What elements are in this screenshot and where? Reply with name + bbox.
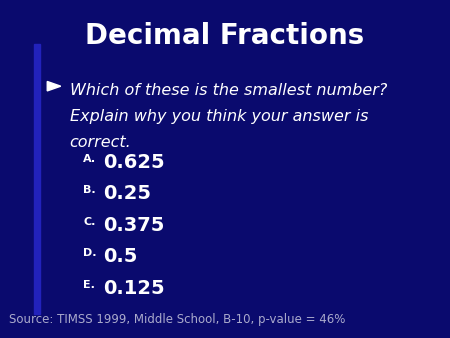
Text: B.: B. bbox=[83, 185, 96, 195]
Text: Source: TIMSS 1999, Middle School, B-10, p-value = 46%: Source: TIMSS 1999, Middle School, B-10,… bbox=[9, 313, 346, 326]
Text: E.: E. bbox=[83, 280, 95, 290]
Bar bbox=[34, 44, 40, 314]
Text: 0.375: 0.375 bbox=[104, 216, 165, 235]
Text: Which of these is the smallest number?: Which of these is the smallest number? bbox=[70, 83, 387, 98]
Text: Decimal Fractions: Decimal Fractions bbox=[86, 22, 365, 50]
Polygon shape bbox=[47, 81, 61, 91]
Text: 0.5: 0.5 bbox=[104, 247, 138, 266]
Text: correct.: correct. bbox=[70, 135, 131, 150]
Text: 0.25: 0.25 bbox=[104, 184, 152, 203]
Text: Explain why you think your answer is: Explain why you think your answer is bbox=[70, 109, 368, 124]
Text: A.: A. bbox=[83, 154, 96, 164]
Text: 0.125: 0.125 bbox=[104, 279, 165, 297]
Text: 0.625: 0.625 bbox=[104, 153, 165, 172]
Text: D.: D. bbox=[83, 248, 97, 258]
Text: C.: C. bbox=[83, 217, 95, 227]
